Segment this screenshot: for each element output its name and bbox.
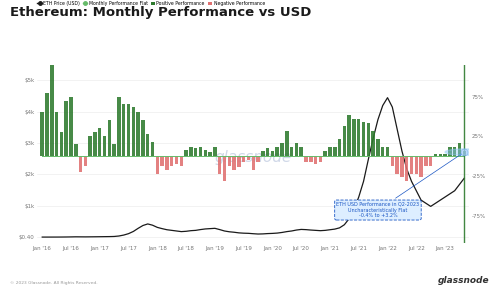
Bar <box>357 119 360 156</box>
Bar <box>371 131 375 156</box>
Bar <box>309 156 312 162</box>
Bar <box>74 144 77 156</box>
Bar <box>429 156 433 166</box>
Bar <box>367 123 370 156</box>
Bar <box>295 143 298 156</box>
Bar <box>122 105 125 156</box>
Bar <box>108 120 111 156</box>
Bar <box>40 112 44 156</box>
Bar <box>132 107 135 156</box>
Text: glassnode: glassnode <box>438 276 489 285</box>
Bar <box>338 139 341 156</box>
Bar <box>93 132 97 156</box>
Bar <box>386 147 389 156</box>
Bar <box>79 156 82 172</box>
Bar <box>323 151 327 156</box>
Bar <box>189 147 193 156</box>
Text: glassnode: glassnode <box>215 150 292 165</box>
Bar <box>117 96 121 156</box>
Bar <box>175 156 178 164</box>
Bar <box>343 126 346 156</box>
Bar <box>170 156 174 166</box>
Text: © 2023 Glassnode. All Rights Reserved.: © 2023 Glassnode. All Rights Reserved. <box>10 281 98 285</box>
Bar <box>256 156 260 162</box>
Bar <box>180 156 183 166</box>
Bar <box>415 156 418 174</box>
Bar <box>204 150 207 156</box>
Bar <box>319 156 322 162</box>
Bar <box>443 154 447 156</box>
Bar <box>64 101 68 156</box>
Bar <box>223 156 226 181</box>
Bar <box>146 134 150 156</box>
Bar <box>395 156 399 174</box>
Bar <box>299 147 303 156</box>
Text: ETH USD Performance in Q2-2023
Uncharacteristically Flat
-0.4% to +3.2%: ETH USD Performance in Q2-2023 Uncharact… <box>336 154 461 218</box>
Bar <box>60 132 63 156</box>
Bar <box>381 147 384 156</box>
Bar <box>233 156 236 170</box>
Bar <box>199 147 202 156</box>
Bar <box>405 156 409 181</box>
Bar <box>45 92 49 156</box>
Bar <box>50 61 53 156</box>
Bar <box>69 96 73 156</box>
Circle shape <box>445 149 484 155</box>
Bar <box>84 156 87 166</box>
Bar <box>391 156 394 166</box>
Bar <box>247 156 250 160</box>
Bar <box>458 143 461 156</box>
Bar <box>165 156 169 170</box>
Bar <box>160 156 164 166</box>
Bar <box>362 122 365 156</box>
Bar <box>270 151 274 156</box>
Bar <box>88 136 92 156</box>
Bar <box>376 139 380 156</box>
Bar <box>266 148 269 156</box>
Bar <box>434 154 437 156</box>
Bar <box>194 148 198 156</box>
Bar <box>347 115 351 156</box>
Bar <box>141 120 145 156</box>
Bar <box>209 152 212 156</box>
Bar <box>410 156 413 174</box>
Bar <box>328 147 332 156</box>
Bar <box>242 156 246 162</box>
Bar <box>151 142 154 156</box>
Bar <box>280 143 284 156</box>
Bar <box>127 105 130 156</box>
Bar <box>261 151 264 156</box>
Bar <box>290 147 293 156</box>
Bar <box>304 156 308 162</box>
Bar <box>275 147 279 156</box>
Bar <box>213 147 217 156</box>
Bar <box>448 147 452 156</box>
Bar <box>218 156 222 174</box>
Bar <box>251 156 255 170</box>
Bar <box>439 154 442 156</box>
Bar <box>55 112 58 156</box>
Bar <box>352 119 356 156</box>
Bar <box>98 128 101 156</box>
Bar <box>424 156 428 166</box>
Bar <box>463 151 466 156</box>
Text: Ethereum: Monthly Performance vs USD: Ethereum: Monthly Performance vs USD <box>10 6 311 19</box>
Bar <box>156 156 159 174</box>
Bar <box>184 150 188 156</box>
Legend: ETH Price (USD), Monthly Performance Flat, Positive Performance, Negative Perfor: ETH Price (USD), Monthly Performance Fla… <box>35 0 266 8</box>
Bar <box>333 147 336 156</box>
Bar <box>103 136 106 156</box>
Bar <box>237 156 241 167</box>
Bar <box>136 112 140 156</box>
Bar <box>419 156 423 177</box>
Bar <box>112 144 116 156</box>
Bar <box>400 156 404 177</box>
Bar <box>285 131 288 156</box>
Bar <box>453 147 457 156</box>
Bar <box>314 156 317 164</box>
Bar <box>228 156 231 166</box>
